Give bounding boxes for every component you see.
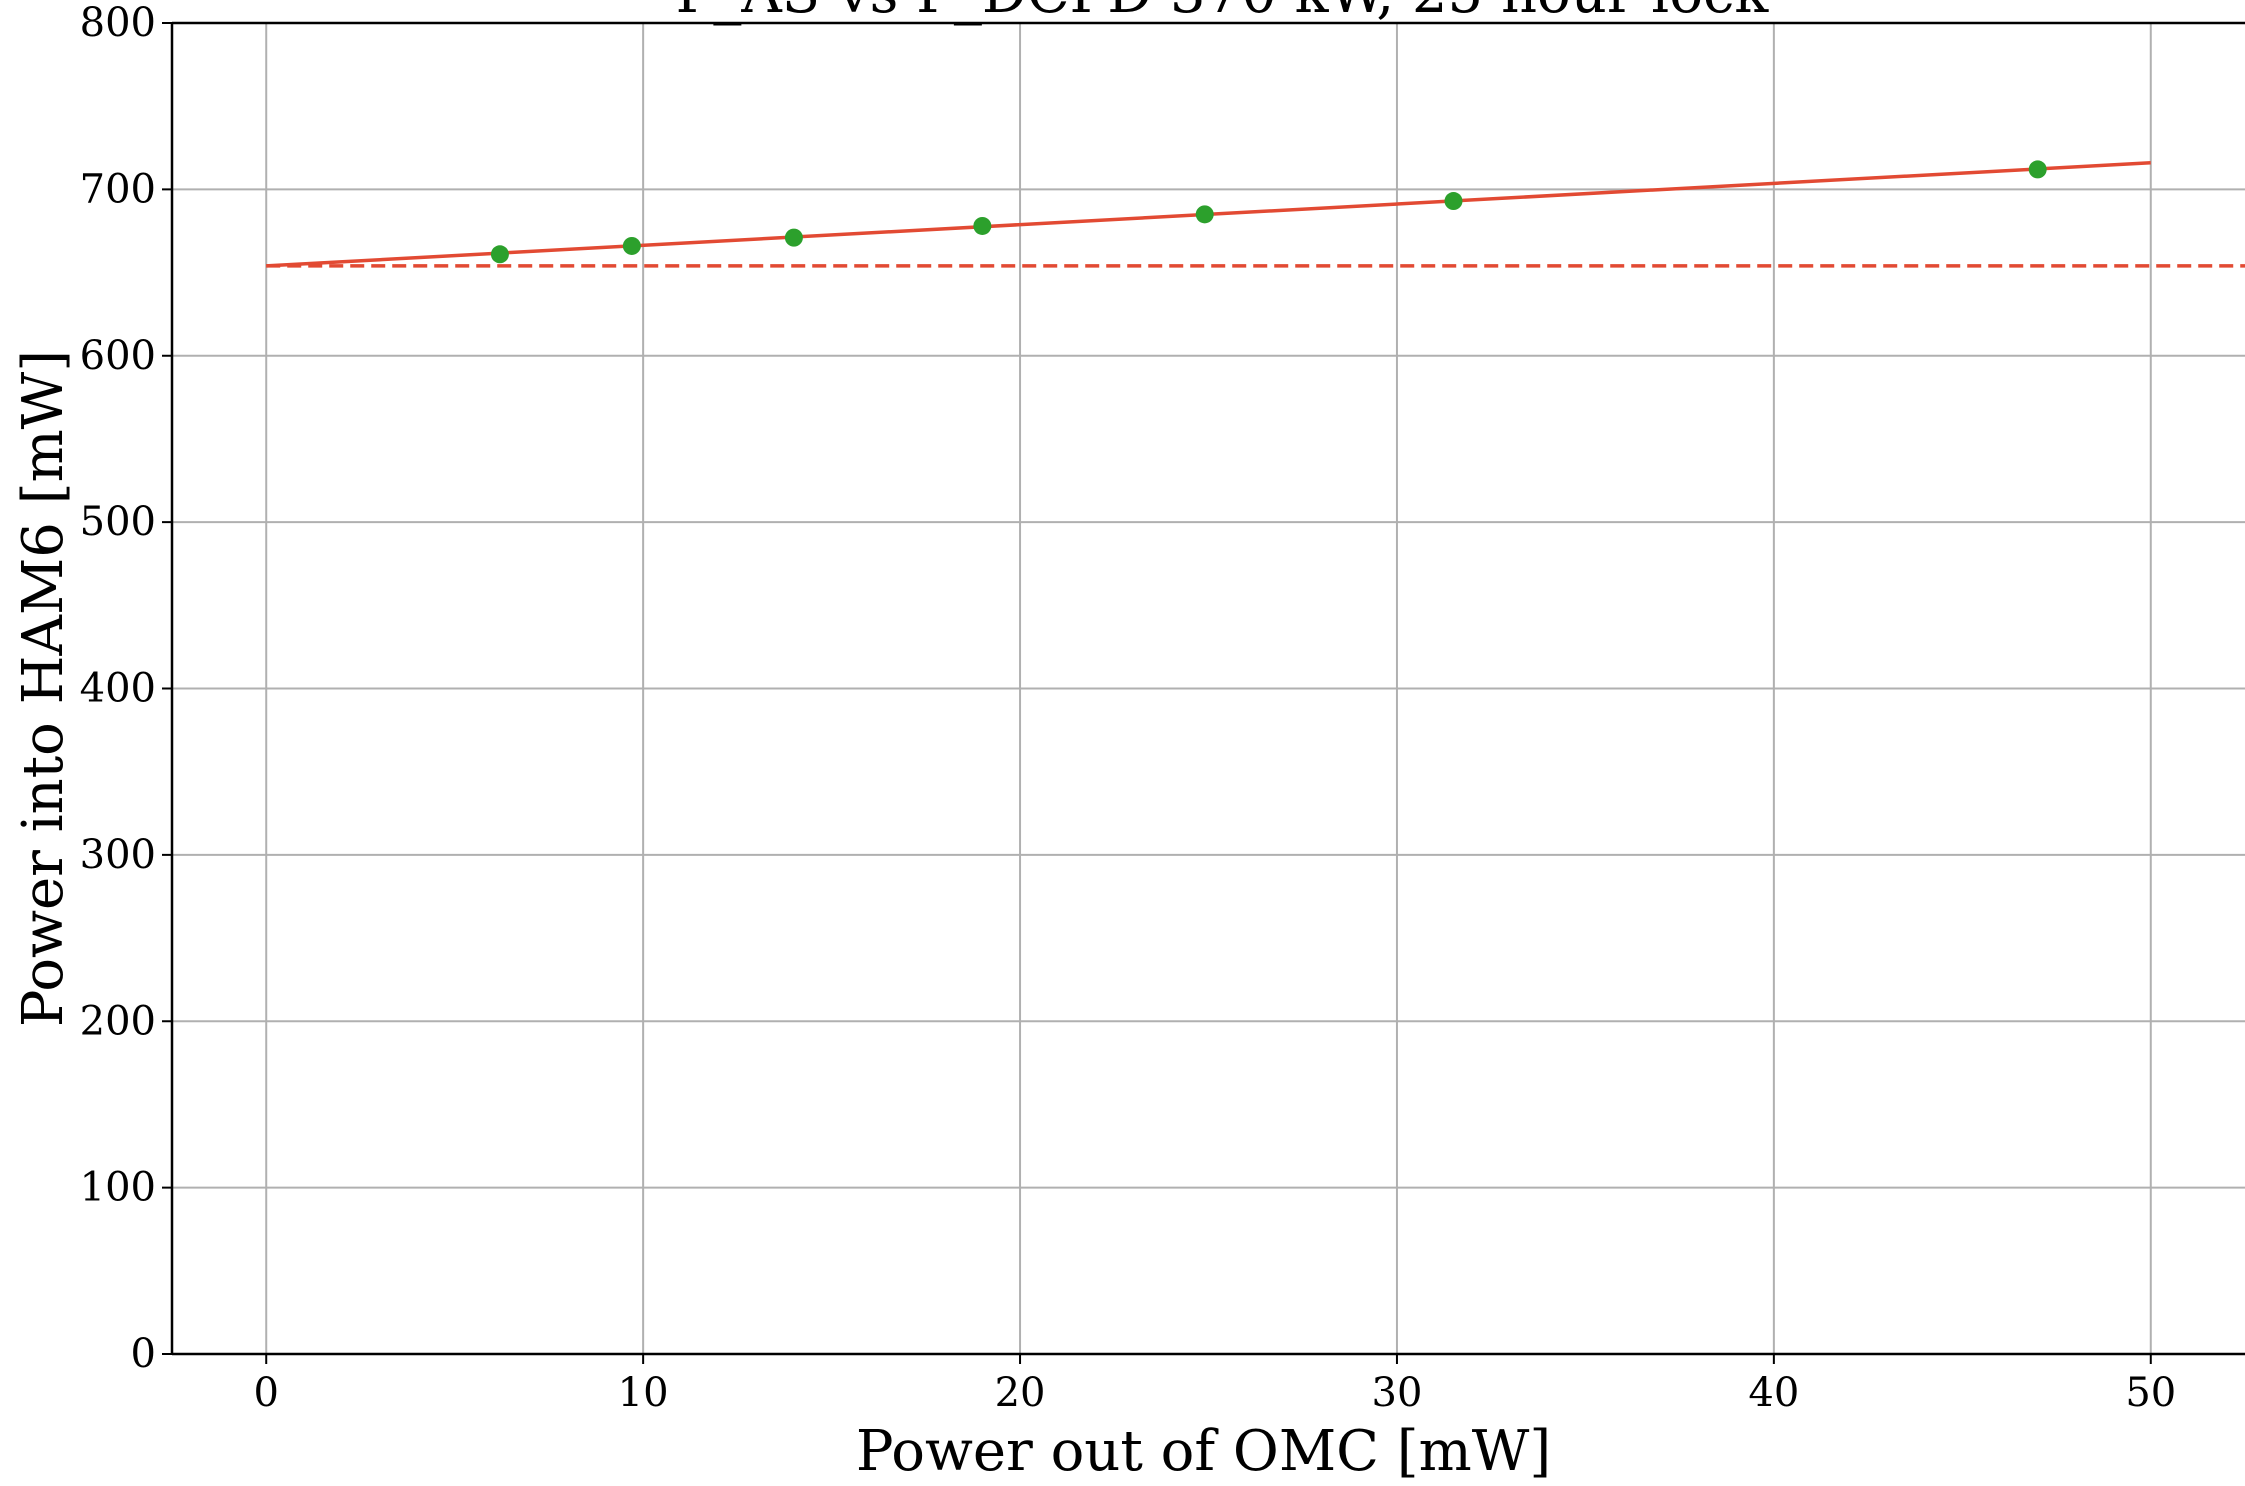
y-tick-label-7: 700 (80, 166, 156, 212)
data-point-2 (784, 228, 803, 247)
y-tick-label-1: 100 (80, 1165, 156, 1211)
x-tick-label-2: 20 (995, 1370, 1046, 1416)
data-point-1 (622, 236, 641, 255)
data-point-0 (490, 245, 509, 264)
grid (172, 22, 2245, 1355)
y-tick-label-6: 600 (80, 333, 156, 379)
y-axis-label: Power into HAM6 [mW] (11, 350, 76, 1027)
data-point-3 (973, 216, 992, 235)
x-tick-label-3: 30 (1372, 1370, 1423, 1416)
x-axis-label: Power out of OMC [mW] (856, 1419, 1551, 1484)
x-tick-label-4: 40 (1748, 1370, 1799, 1416)
x-tick-label-0: 0 (254, 1370, 279, 1416)
x-tick-label-1: 10 (618, 1370, 669, 1416)
data-point-4 (1195, 205, 1214, 224)
data-point-6 (2028, 160, 2047, 179)
y-tick-label-8: 800 (80, 0, 156, 46)
x-tick-label-5: 50 (2125, 1370, 2176, 1416)
chart-title: P_AS vs P_DCPD 370 kW, 25 hour lock (676, 0, 1770, 26)
y-tick-label-5: 500 (80, 499, 156, 545)
data-point-5 (1444, 192, 1463, 211)
y-tick-label-4: 400 (80, 666, 156, 712)
y-tick-label-0: 0 (131, 1331, 156, 1377)
y-tick-label-2: 200 (80, 998, 156, 1044)
series-layer (266, 160, 2245, 268)
y-tick-label-3: 300 (80, 832, 156, 878)
